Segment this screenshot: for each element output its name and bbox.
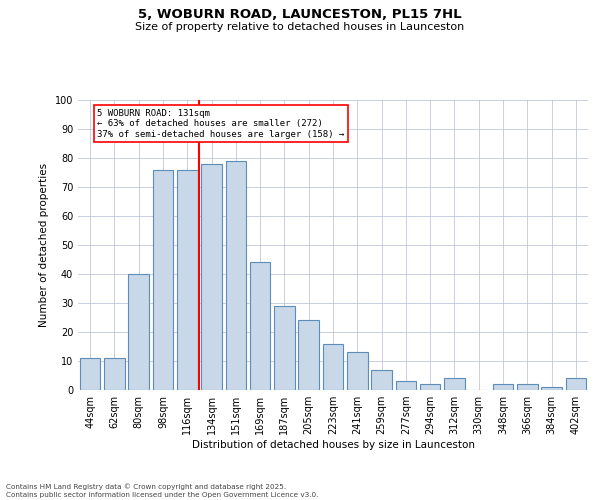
Bar	[566, 378, 586, 390]
Text: 5 WOBURN ROAD: 131sqm
← 63% of detached houses are smaller (272)
37% of semi-det: 5 WOBURN ROAD: 131sqm ← 63% of detached …	[97, 108, 344, 138]
Bar	[298, 320, 319, 390]
Bar	[444, 378, 465, 390]
Bar	[104, 358, 125, 390]
X-axis label: Distribution of detached houses by size in Launceston: Distribution of detached houses by size …	[191, 440, 475, 450]
Bar	[250, 262, 271, 390]
Bar	[274, 306, 295, 390]
Bar	[420, 384, 440, 390]
Text: Contains HM Land Registry data © Crown copyright and database right 2025.
Contai: Contains HM Land Registry data © Crown c…	[6, 484, 319, 498]
Bar	[128, 274, 149, 390]
Text: 5, WOBURN ROAD, LAUNCESTON, PL15 7HL: 5, WOBURN ROAD, LAUNCESTON, PL15 7HL	[138, 8, 462, 20]
Bar	[177, 170, 197, 390]
Y-axis label: Number of detached properties: Number of detached properties	[39, 163, 49, 327]
Text: Size of property relative to detached houses in Launceston: Size of property relative to detached ho…	[136, 22, 464, 32]
Bar	[371, 370, 392, 390]
Bar	[323, 344, 343, 390]
Bar	[80, 358, 100, 390]
Bar	[541, 387, 562, 390]
Bar	[226, 161, 246, 390]
Bar	[347, 352, 368, 390]
Bar	[517, 384, 538, 390]
Bar	[493, 384, 514, 390]
Bar	[395, 382, 416, 390]
Bar	[152, 170, 173, 390]
Bar	[201, 164, 222, 390]
